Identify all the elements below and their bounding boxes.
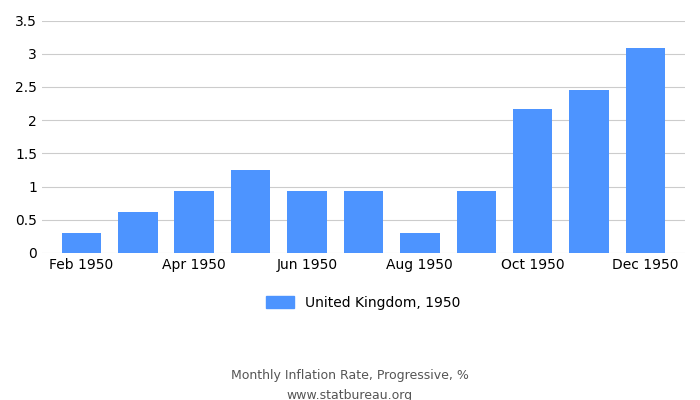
Bar: [174, 191, 214, 253]
Bar: [231, 170, 270, 253]
Bar: [344, 191, 383, 253]
Bar: [456, 191, 496, 253]
Bar: [62, 233, 101, 253]
Bar: [118, 212, 158, 253]
Text: www.statbureau.org: www.statbureau.org: [287, 390, 413, 400]
Bar: [626, 48, 665, 253]
Bar: [569, 90, 609, 253]
Bar: [513, 110, 552, 253]
Text: Monthly Inflation Rate, Progressive, %: Monthly Inflation Rate, Progressive, %: [231, 370, 469, 382]
Bar: [287, 191, 327, 253]
Legend: United Kingdom, 1950: United Kingdom, 1950: [260, 290, 466, 315]
Bar: [400, 233, 440, 253]
